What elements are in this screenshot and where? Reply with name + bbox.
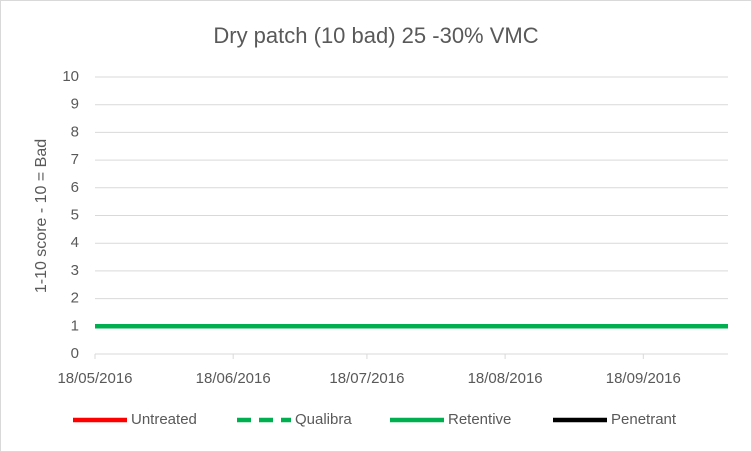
y-tick-label: 5 xyxy=(71,206,79,223)
y-tick-label: 4 xyxy=(71,234,79,251)
y-tick-label: 3 xyxy=(71,262,79,279)
legend-label: Retentive xyxy=(448,411,511,428)
y-tick-label: 0 xyxy=(71,345,79,362)
y-tick-label: 8 xyxy=(71,123,79,140)
y-tick-label: 1 xyxy=(71,317,79,334)
y-tick-label: 6 xyxy=(71,179,79,196)
x-tick-label: 18/06/2016 xyxy=(196,370,271,387)
y-tick-label: 9 xyxy=(71,96,79,113)
y-tick-label: 2 xyxy=(71,290,79,307)
y-axis-label: 1-10 score - 10 = Bad xyxy=(33,139,50,293)
chart-title: Dry patch (10 bad) 25 -30% VMC xyxy=(213,23,538,48)
x-tick-label: 18/08/2016 xyxy=(468,370,543,387)
y-tick-label: 7 xyxy=(71,151,79,168)
x-tick-label: 18/07/2016 xyxy=(329,370,404,387)
legend-label: Qualibra xyxy=(295,411,352,428)
x-tick-label: 18/09/2016 xyxy=(606,370,681,387)
y-tick-label: 10 xyxy=(62,68,79,85)
legend-label: Penetrant xyxy=(611,411,677,428)
x-tick-label: 18/05/2016 xyxy=(57,370,132,387)
legend-label: Untreated xyxy=(131,411,197,428)
